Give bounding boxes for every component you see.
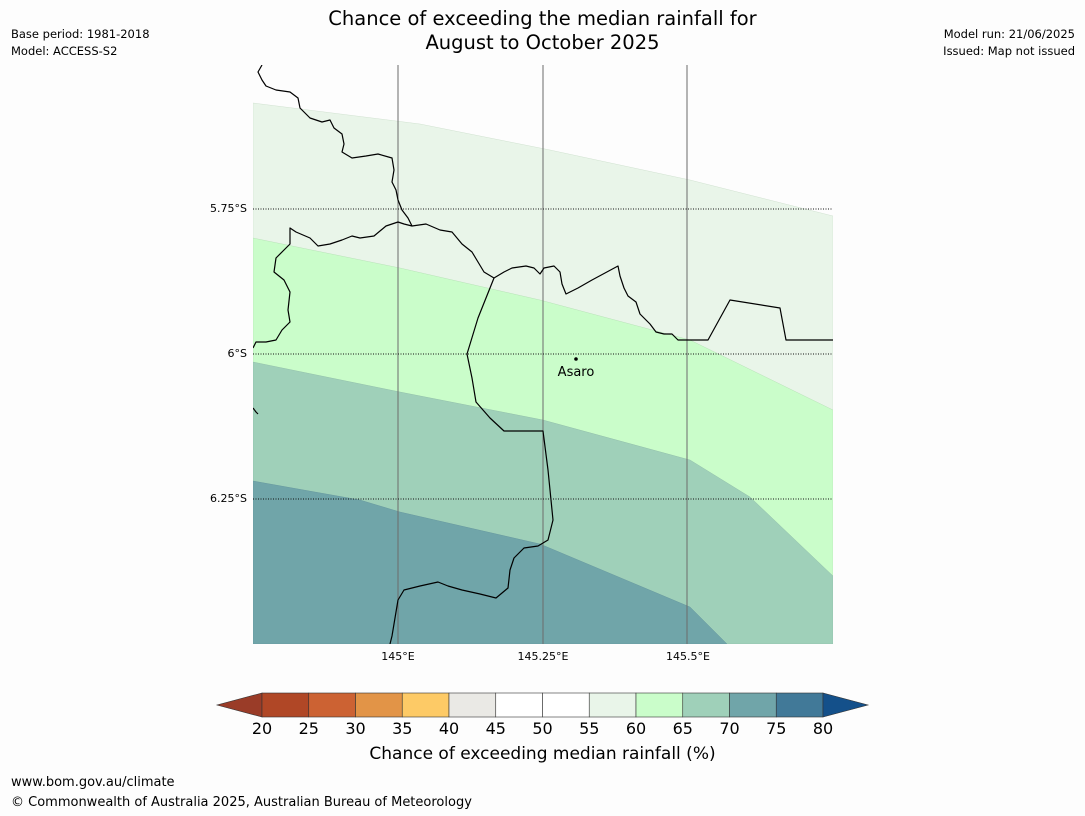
colorbar-tick-25: 25	[298, 719, 319, 738]
colorbar-below-20	[215, 692, 263, 718]
colorbar-tick-45: 45	[485, 719, 506, 738]
lon-label-145-25: 145.25°E	[517, 650, 569, 663]
model-name: Model: ACCESS-S2	[11, 44, 118, 58]
footer-copyright: © Commonwealth of Australia 2025, Austra…	[11, 795, 472, 810]
colorbar-60-65	[635, 692, 684, 718]
colorbar-tick-30: 30	[345, 719, 366, 738]
colorbar-above-80	[822, 692, 870, 718]
rainfall-map	[253, 65, 833, 644]
map-title: Chance of exceeding the median rainfall …	[0, 7, 1085, 55]
colorbar-tick-40: 40	[438, 719, 460, 738]
colorbar-tick-50: 50	[532, 719, 553, 738]
band-70-75	[253, 480, 728, 644]
colorbar-tick-55: 55	[579, 719, 600, 738]
latitude-gridlines	[253, 208, 833, 500]
issued-status: Issued: Map not issued	[943, 44, 1075, 58]
lon-label-145-5: 145.5°E	[666, 650, 710, 663]
metadata-right: Model run: 21/06/2025 Issued: Map not is…	[943, 26, 1075, 60]
colorbar-30-35	[355, 692, 403, 718]
asaro-marker	[574, 357, 578, 361]
colorbar-50-55	[542, 692, 590, 718]
lat-label-5-75: 5.75°S	[210, 202, 247, 215]
colorbar-75-80	[775, 692, 824, 718]
colorbar-tick-65: 65	[672, 719, 693, 738]
colorbar-65-70	[682, 692, 730, 718]
colorbar	[215, 692, 870, 718]
colorbar-20-25	[261, 692, 310, 718]
colorbar-70-75	[729, 692, 777, 718]
base-period: Base period: 1981-2018	[11, 27, 150, 41]
footer-url: www.bom.gov.au/climate	[11, 775, 175, 790]
lat-label-6: 6°S	[227, 347, 247, 360]
colorbar-tick-80: 80	[812, 719, 834, 738]
colorbar-tick-60: 60	[625, 719, 647, 738]
model-run: Model run: 21/06/2025	[943, 27, 1075, 41]
colorbar-45-50	[495, 692, 543, 718]
lon-label-145: 145°E	[381, 650, 415, 663]
colorbar-tick-35: 35	[392, 719, 413, 738]
lat-label-6-25: 6.25°S	[210, 492, 247, 505]
colorbar-35-40	[401, 692, 450, 718]
colorbar-55-60	[588, 692, 637, 718]
colorbar-label: Chance of exceeding median rainfall (%)	[369, 744, 716, 764]
metadata-left: Base period: 1981-2018 Model: ACCESS-S2	[11, 26, 150, 60]
colorbar-tick-20: 20	[251, 719, 273, 738]
colorbar-25-30	[308, 692, 356, 718]
place-label-asaro: Asaro	[557, 365, 595, 380]
colorbar-40-45	[448, 692, 497, 718]
colorbar-tick-75: 75	[766, 719, 787, 738]
colorbar-tick-70: 70	[719, 719, 740, 738]
province-borders	[253, 65, 833, 644]
title-line-1: Chance of exceeding the median rainfall …	[328, 7, 757, 30]
title-line-2: August to October 2025	[425, 31, 660, 54]
